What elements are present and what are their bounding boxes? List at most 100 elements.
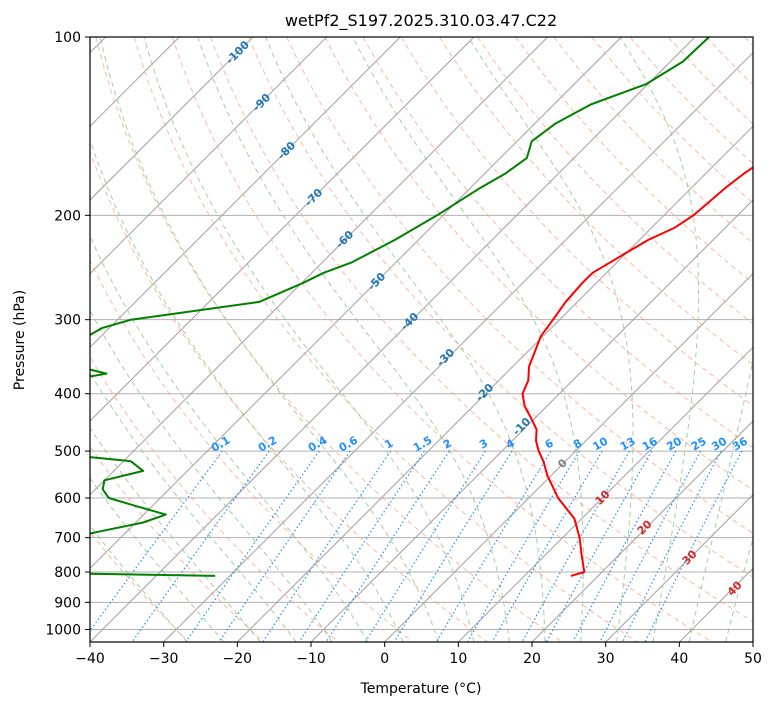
moist-adiabat-line	[143, 37, 475, 642]
dry-adiabat-line	[90, 259, 414, 642]
mixing-ratio-line	[466, 450, 580, 642]
mixing-ratio-line	[262, 450, 392, 642]
mixing-ratio-line	[599, 450, 702, 642]
mixing-ratio-line	[644, 450, 743, 642]
plot-frame	[89, 36, 754, 643]
moist-adiabat-line	[619, 37, 699, 642]
mixing-ratio-label: 3	[477, 437, 490, 452]
moist-adiabat-line	[90, 138, 404, 642]
y-tick-label: 500	[54, 444, 81, 460]
dry-adiabat-line	[362, 37, 753, 449]
x-tick-label: 10	[449, 651, 467, 667]
isotherm-label: -20	[473, 381, 496, 404]
dry-adiabat-line	[706, 37, 753, 86]
mixing-ratio-label: 6	[543, 436, 556, 451]
x-tick-label: 0	[380, 651, 389, 667]
dry-adiabat-line	[90, 150, 489, 642]
data-lines	[90, 37, 753, 577]
isotherm-line	[605, 493, 753, 642]
isotherm-line	[384, 272, 753, 642]
isotherm-line	[90, 37, 696, 642]
y-tick-label: 700	[54, 531, 81, 547]
dry-adiabat-line	[477, 37, 753, 325]
isotherm-line	[531, 420, 753, 642]
y-tick-label: 800	[54, 565, 81, 581]
mixing-ratio-line	[298, 450, 425, 642]
x-tick-label: 20	[523, 651, 541, 667]
line-labels: 0.1 0.2 0.4 0.6 1 1.5 2 3 4 6 8 10 13 16 20 25 30 36-100-…	[209, 38, 750, 599]
background-lines	[90, 37, 753, 642]
temperature-profile-line	[521, 166, 753, 577]
mixing-ratio-line	[131, 450, 270, 642]
axis-ticks: −40 −30 −20 −10 0 10 20 30 40 50 100 200 300 400 500 60…	[45, 30, 762, 667]
x-tick-label: −20	[223, 651, 253, 667]
mixing-ratio-label: 1	[382, 437, 395, 452]
dry-adiabat-line	[248, 37, 753, 578]
isotherm-line	[310, 199, 753, 642]
mixing-ratio-line	[572, 450, 677, 642]
moist-adiabat-label: 20	[635, 517, 655, 537]
dry-adiabat-line	[133, 37, 638, 642]
isotherm-line	[90, 37, 401, 349]
moist-adiabat-label: 40	[725, 578, 745, 598]
x-axis-label: Temperature (°C)	[360, 681, 482, 697]
chart-title: wetPf2_S197.2025.310.03.47.C22	[285, 11, 557, 31]
y-tick-label: 900	[54, 595, 81, 611]
moist-adiabat-line	[265, 37, 546, 642]
dry-adiabat-line	[400, 37, 753, 407]
isotherm-line	[90, 37, 328, 275]
x-tick-label: 40	[670, 651, 688, 667]
mixing-ratio-line	[218, 450, 351, 642]
dry-adiabat-line	[553, 37, 753, 244]
y-axis-label: Pressure (hPa)	[12, 290, 28, 390]
dewpoint-profile-line	[90, 37, 710, 577]
isotherm-label: -30	[434, 346, 457, 369]
moist-adiabat-line	[90, 427, 261, 642]
moist-adiabat-line	[90, 235, 369, 642]
isotherm-line	[457, 346, 753, 642]
mixing-ratio-line	[325, 450, 450, 642]
isotherm-line	[90, 37, 622, 570]
isotherm-line	[752, 641, 753, 642]
moist-adiabat-line	[90, 309, 333, 642]
x-tick-label: −10	[296, 651, 326, 667]
isotherm-line	[90, 37, 475, 422]
dry-adiabat-line	[90, 356, 340, 642]
dry-adiabat-line	[591, 37, 753, 204]
dry-adiabat-line	[515, 37, 753, 284]
dry-adiabat-line	[438, 37, 753, 366]
x-tick-label: 30	[597, 651, 615, 667]
mixing-ratio-line	[393, 450, 513, 642]
isotherm-label: -10	[510, 415, 533, 438]
mixing-ratio-line	[621, 450, 722, 642]
mixing-ratio-line	[435, 450, 552, 642]
isotherm-line	[163, 51, 753, 642]
y-tick-label: 100	[54, 30, 81, 46]
isotherm-line	[236, 125, 753, 642]
y-tick-label: 200	[54, 208, 81, 224]
moist-adiabat-line	[725, 536, 753, 642]
y-tick-label: 300	[54, 313, 81, 329]
isotherm-line	[90, 37, 254, 201]
isotherm-line	[90, 37, 549, 496]
moist-adiabat-line	[688, 358, 753, 642]
mixing-ratio-label: 2	[441, 437, 454, 452]
x-tick-label: −40	[75, 651, 105, 667]
moist-adiabat-line	[99, 37, 439, 642]
dry-adiabat-line	[90, 445, 265, 642]
x-tick-label: −30	[149, 651, 179, 667]
dry-adiabat-line	[210, 37, 753, 623]
moist-adiabat-line	[90, 524, 188, 642]
y-tick-label: 600	[54, 491, 81, 507]
moist-adiabat-line	[90, 477, 225, 642]
mixing-ratio-line	[90, 450, 223, 632]
moist-adiabat-line	[90, 371, 297, 642]
mixing-ratio-line	[545, 450, 653, 642]
moist-adiabat-line	[352, 37, 584, 642]
y-tick-label: 1000	[45, 622, 81, 638]
dry-adiabat-line	[95, 37, 564, 642]
y-tick-label: 400	[54, 387, 81, 403]
x-tick-label: 50	[744, 651, 762, 667]
mixing-ratio-label: 4	[504, 436, 517, 451]
